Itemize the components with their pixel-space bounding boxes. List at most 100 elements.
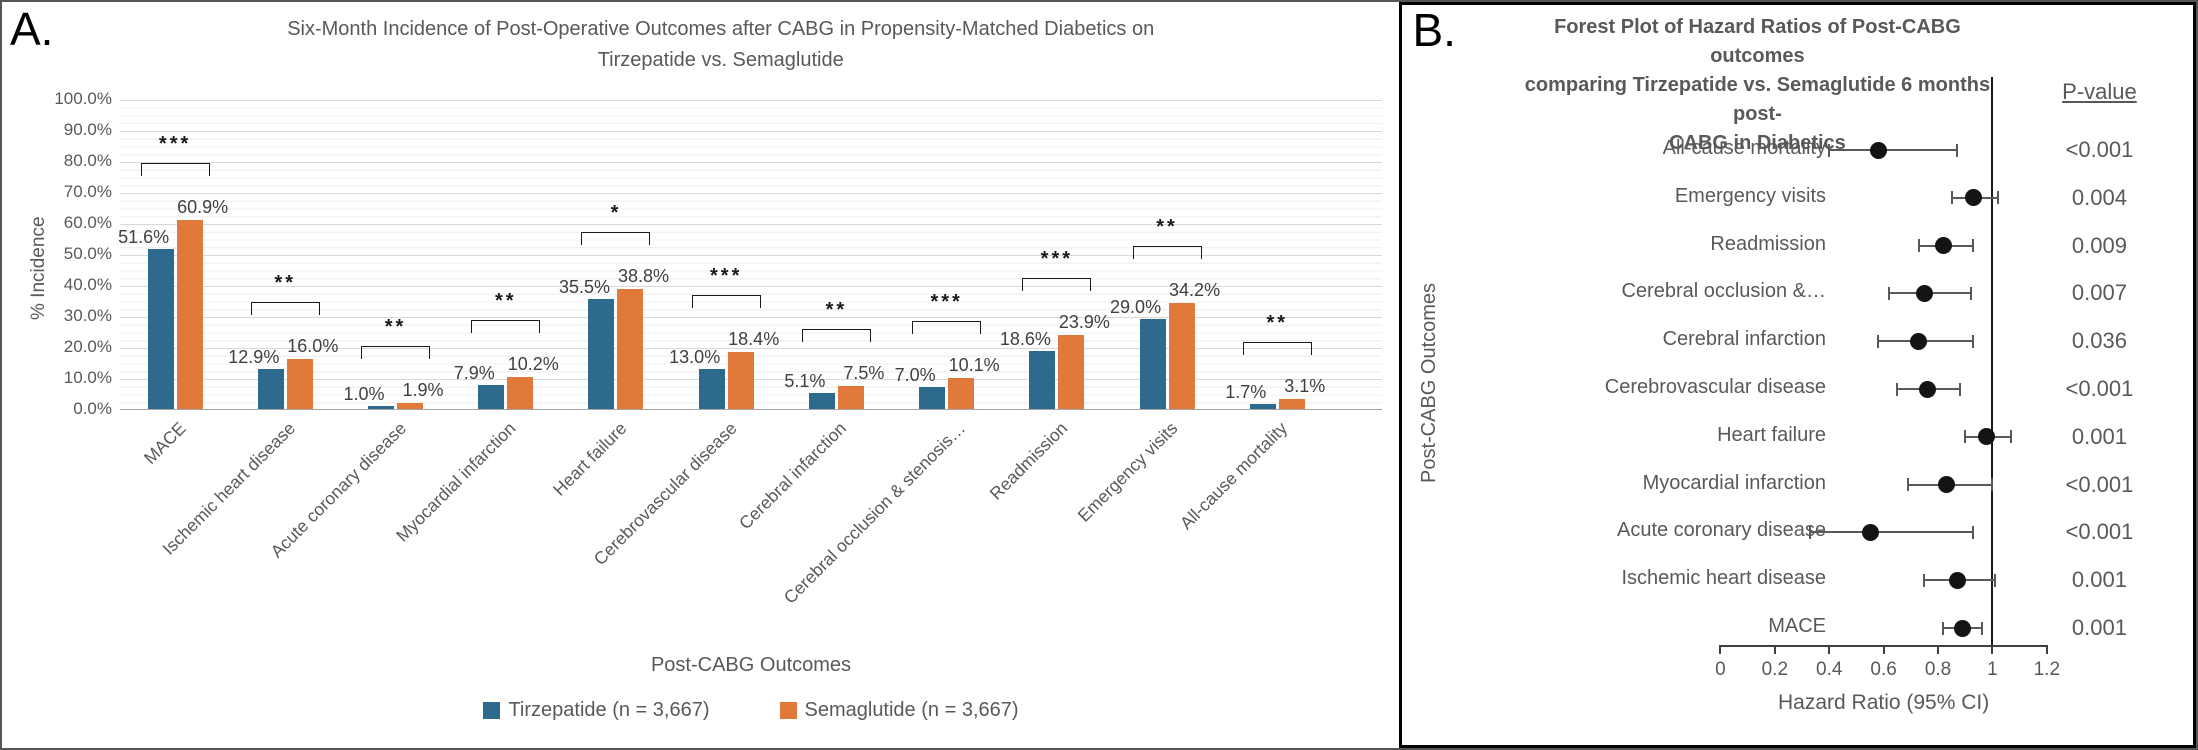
significance-stars: ** xyxy=(825,298,848,321)
bar-value-label-tirzepatide: 7.9% xyxy=(453,362,495,383)
legend-item-tirzepatide: Tirzepatide (n = 3,667) xyxy=(483,699,710,722)
bar-value-label-semaglutide: 16.0% xyxy=(287,336,339,357)
pvalue-text: <0.001 xyxy=(2065,137,2134,162)
hazard-ratio-point xyxy=(1869,141,1887,159)
significance-bracket xyxy=(250,302,320,316)
hazard-ratio-point xyxy=(1937,476,1955,494)
bar-value-label-tirzepatide: 29.0% xyxy=(1110,297,1162,318)
significance-bracket xyxy=(140,163,210,177)
bar-value-label-semaglutide: 10.2% xyxy=(507,354,559,375)
forest-row-label: Emergency visits xyxy=(1674,184,1826,207)
bar-tirzepatide xyxy=(1249,403,1276,409)
legend: Tirzepatide (n = 3,667) Semaglutide (n =… xyxy=(120,699,1382,722)
bar-chart-plot-area: 51.6% 60.9% *** 12.9% 16.0% ** 1.0% 1.9% ** 7.9% 1… xyxy=(118,100,1382,410)
y-tick-label: 40.0% xyxy=(63,275,112,294)
ci-cap-high xyxy=(1991,478,1994,492)
forest-x-tick-label: 0.6 xyxy=(1870,659,1897,680)
forest-x-tick-label: 1 xyxy=(1987,659,1998,680)
ci-cap-high xyxy=(1958,382,1961,396)
forest-x-tick xyxy=(1991,645,1994,654)
y-tick-label: 100.0% xyxy=(54,89,112,108)
y-tick-label: 90.0% xyxy=(63,120,112,139)
ci-cap-low xyxy=(1896,382,1899,396)
forest-x-tick-label: 0 xyxy=(1715,659,1726,680)
bar-tirzepatide xyxy=(588,298,615,409)
bar-value-label-semaglutide: 18.4% xyxy=(728,328,780,349)
forest-row-label: All-cause mortality xyxy=(1662,137,1826,159)
panel-b-title-line1: Forest Plot of Hazard Ratios of Post-CAB… xyxy=(1554,16,1961,67)
forest-x-tick xyxy=(1828,645,1831,654)
significance-bracket xyxy=(801,328,871,342)
significance-bracket xyxy=(581,231,651,245)
forest-row-label: Myocardial infarction xyxy=(1642,471,1826,494)
bar-tirzepatide xyxy=(478,384,505,409)
forest-row-label: Heart failure xyxy=(1717,423,1826,446)
bar-tirzepatide xyxy=(257,369,284,409)
hazard-ratio-point xyxy=(1915,284,1933,302)
bar-tirzepatide xyxy=(919,387,946,409)
ci-cap-high xyxy=(1956,143,1959,157)
bar-semaglutide xyxy=(176,220,203,409)
tirzepatide-swatch-icon xyxy=(483,702,501,719)
panel-a-title: Six-Month Incidence of Post-Operative Ou… xyxy=(72,14,1369,76)
pvalue-text: 0.001 xyxy=(2071,423,2127,449)
bar-tirzepatide xyxy=(698,368,725,409)
x-category-label-text: All-cause mortality xyxy=(1176,418,1292,534)
y-tick-label: 10.0% xyxy=(63,368,112,387)
significance-stars: ** xyxy=(1266,312,1289,335)
significance-stars: *** xyxy=(1040,247,1074,270)
ci-cap-low xyxy=(1950,191,1953,205)
semaglutide-swatch-icon xyxy=(779,702,797,719)
significance-stars: *** xyxy=(710,264,743,287)
bar-value-label-semaglutide: 3.1% xyxy=(1284,376,1326,397)
panel-b-label: B. xyxy=(1412,4,1456,56)
bar-tirzepatide xyxy=(1139,319,1166,409)
pvalue-column-header: P-value xyxy=(2062,79,2137,104)
forest-row-label: Ischemic heart disease xyxy=(1621,567,1826,590)
pvalue-text: 0.007 xyxy=(2071,280,2127,306)
hazard-ratio-point xyxy=(1964,189,1982,207)
bar-value-label-semaglutide: 23.9% xyxy=(1058,311,1110,332)
significance-stars: * xyxy=(610,201,622,224)
reference-line-hr1 xyxy=(1991,77,1994,647)
ci-cap-high xyxy=(2010,430,2013,444)
hazard-ratio-point xyxy=(1861,523,1879,541)
x-category-label: All-cause mortality xyxy=(1037,418,1291,533)
significance-stars: *** xyxy=(158,133,192,156)
significance-stars: ** xyxy=(1156,215,1178,238)
ci-cap-high xyxy=(1972,239,1975,253)
forest-x-tick xyxy=(1937,645,1940,654)
significance-bracket xyxy=(1022,277,1092,291)
significance-bracket xyxy=(471,320,541,334)
significance-bracket xyxy=(912,320,982,334)
hazard-ratio-point xyxy=(1948,571,1966,589)
panel-b-title: Forest Plot of Hazard Ratios of Post-CAB… xyxy=(1507,13,2007,158)
panel-b-title-line2: comparing Tirzepatide vs. Semaglutide 6 … xyxy=(1524,74,1991,125)
panel-a-title-line2: Tirzepatide vs. Semaglutide xyxy=(597,49,844,71)
bar-value-label-semaglutide: 7.5% xyxy=(843,362,885,383)
significance-stars: ** xyxy=(274,272,297,295)
panel-a-title-line1: Six-Month Incidence of Post-Operative Ou… xyxy=(287,18,1155,40)
ci-cap-high xyxy=(1996,191,1999,205)
bar-value-label-tirzepatide: 5.1% xyxy=(784,371,826,392)
ci-cap-high xyxy=(1969,286,1972,300)
bar-value-label-tirzepatide: 1.7% xyxy=(1225,381,1267,402)
hazard-ratio-point xyxy=(1978,428,1996,446)
bar-tirzepatide xyxy=(808,393,835,409)
forest-x-tick-label: 0.4 xyxy=(1816,659,1843,680)
bar-tirzepatide xyxy=(1029,351,1056,409)
hazard-ratio-point xyxy=(1954,619,1972,637)
ci-cap-low xyxy=(1809,525,1812,539)
bar-semaglutide xyxy=(286,359,313,409)
significance-stars: ** xyxy=(494,290,517,313)
bar-semaglutide xyxy=(1278,399,1305,409)
ci-cap-high xyxy=(1980,621,1983,635)
legend-item-semaglutide: Semaglutide (n = 3,667) xyxy=(779,699,1019,722)
ci-cap-low xyxy=(1942,621,1945,635)
significance-bracket xyxy=(1132,245,1202,259)
bar-value-label-tirzepatide: 1.0% xyxy=(343,383,385,404)
y-tick-label: 80.0% xyxy=(63,151,112,170)
ci-cap-low xyxy=(1917,239,1920,253)
forest-row-label: Acute coronary disease xyxy=(1616,519,1826,542)
